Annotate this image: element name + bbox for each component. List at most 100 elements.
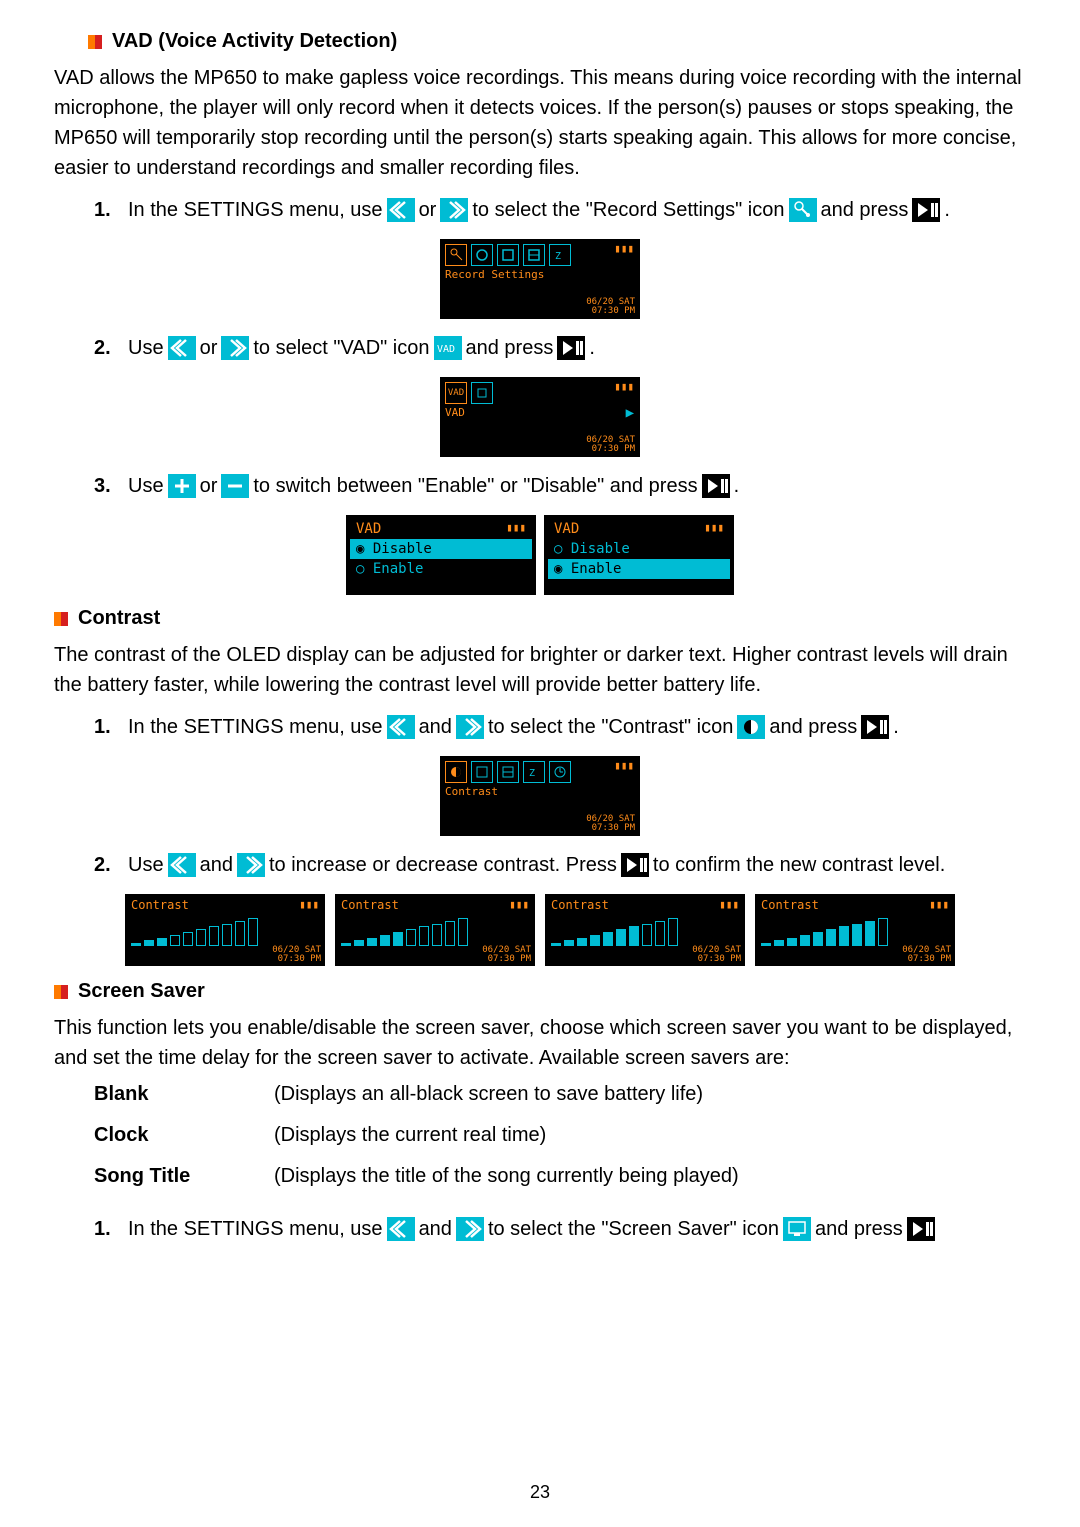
saver-heading-text: Screen Saver (78, 980, 205, 1003)
battery-icon: ▮▮▮ (614, 380, 634, 393)
next-icon (440, 198, 468, 222)
contrast-steps: 1. In the SETTINGS menu, use and to sele… (54, 710, 1026, 744)
vad-step-2: 2. Use or to select "VAD" icon VAD and p… (94, 331, 1026, 365)
saver-desc: (Displays the title of the song currentl… (274, 1165, 739, 1188)
bullet-icon (54, 612, 68, 626)
contrast-step-2: 2. Use and to increase or decrease contr… (94, 848, 1026, 882)
oled-label: Contrast (445, 785, 635, 798)
text: or (200, 331, 218, 365)
contrast-steps-2: 2. Use and to increase or decrease contr… (54, 848, 1026, 882)
oled-contrast: ▮▮▮ Z Contrast 06/20 SAT07:30 PM (440, 756, 640, 836)
saver-options-list: Blank(Displays an all-black screen to sa… (54, 1083, 1026, 1188)
text: to confirm the new contrast level. (653, 848, 945, 882)
text: Use (128, 331, 164, 365)
saver-step-1: 1. In the SETTINGS menu, use and to sele… (94, 1212, 1026, 1246)
text: In the SETTINGS menu, use (128, 710, 383, 744)
text: to select the "Record Settings" icon (472, 193, 784, 227)
text: to increase or decrease contrast. Press (269, 848, 617, 882)
play-pause-icon (557, 336, 585, 360)
saver-row: Clock(Displays the current real time) (94, 1124, 1026, 1147)
saver-name: Clock (94, 1124, 274, 1147)
vad-step-1: 1. In the SETTINGS menu, use or to selec… (94, 193, 1026, 227)
saver-intro: This function lets you enable/disable th… (54, 1013, 1026, 1073)
screen-saver-icon (783, 1217, 811, 1241)
text: and press (466, 331, 554, 365)
contrast-step-1: 1. In the SETTINGS menu, use and to sele… (94, 710, 1026, 744)
vad-step-3: 3. Use or to switch between "Enable" or … (94, 469, 1026, 503)
svg-text:Z: Z (529, 768, 535, 779)
battery-icon: ▮▮▮ (614, 759, 634, 772)
vad-screen-1-row: ▮▮▮ Z Record Settings 06/20 SAT07:30 PM (54, 239, 1026, 319)
play-pause-icon (702, 474, 730, 498)
oled-vad: ▮▮▮ VAD VAD 06/20 SAT07:30 PM ▶ (440, 377, 640, 457)
saver-desc: (Displays an all-black screen to save ba… (274, 1083, 703, 1106)
oled-label: VAD (445, 406, 635, 419)
text: to select the "Screen Saver" icon (488, 1212, 779, 1246)
play-pause-icon (621, 853, 649, 877)
prev-icon (387, 715, 415, 739)
saver-row: Song Title(Displays the title of the son… (94, 1165, 1026, 1188)
saver-name: Blank (94, 1083, 274, 1106)
vad-option-row: VAD▮▮▮ ◉ Disable ○ Enable VAD▮▮▮ ○ Disab… (54, 515, 1026, 595)
text: . (589, 331, 595, 365)
prev-icon (168, 853, 196, 877)
vad-heading-text: VAD (Voice Activity Detection) (112, 30, 397, 53)
text: and press (821, 193, 909, 227)
play-pause-icon (907, 1217, 935, 1241)
step-number: 3. (94, 469, 120, 503)
vad-option-enable: VAD▮▮▮ ○ Disable ◉ Enable (544, 515, 734, 595)
saver-desc: (Displays the current real time) (274, 1124, 546, 1147)
step-number: 2. (94, 848, 120, 882)
text: Use (128, 469, 164, 503)
saver-heading: Screen Saver (54, 980, 1026, 1003)
text: or (419, 193, 437, 227)
svg-text:Z: Z (555, 251, 561, 262)
next-icon (456, 715, 484, 739)
svg-text:VAD: VAD (437, 344, 455, 355)
record-settings-icon (789, 198, 817, 222)
saver-steps: 1. In the SETTINGS menu, use and to sele… (54, 1212, 1026, 1246)
next-icon (456, 1217, 484, 1241)
page-number: 23 (0, 1482, 1080, 1503)
contrast-level-box: Contrast▮▮▮06/20 SAT07:30 PM (125, 894, 325, 966)
text: and (200, 848, 233, 882)
vad-screen-2-row: ▮▮▮ VAD VAD 06/20 SAT07:30 PM ▶ (54, 377, 1026, 457)
vad-option-disable: VAD▮▮▮ ◉ Disable ○ Enable (346, 515, 536, 595)
text: . (893, 710, 899, 744)
saver-row: Blank(Displays an all-black screen to sa… (94, 1083, 1026, 1106)
vad-heading: VAD (Voice Activity Detection) (88, 30, 1026, 53)
contrast-levels-row: Contrast▮▮▮06/20 SAT07:30 PMContrast▮▮▮0… (54, 894, 1026, 966)
play-pause-icon (861, 715, 889, 739)
text: to switch between "Enable" or "Disable" … (253, 469, 697, 503)
contrast-heading-text: Contrast (78, 607, 160, 630)
vad-steps: 1. In the SETTINGS menu, use or to selec… (54, 193, 1026, 227)
text: and (419, 1212, 452, 1246)
vad-intro: VAD allows the MP650 to make gapless voi… (54, 63, 1026, 183)
bullet-icon (54, 985, 68, 999)
text: to select "VAD" icon (253, 331, 429, 365)
step-number: 1. (94, 1212, 120, 1246)
text: and press (815, 1212, 903, 1246)
battery-icon: ▮▮▮ (614, 242, 634, 255)
contrast-icon (737, 715, 765, 739)
contrast-intro: The contrast of the OLED display can be … (54, 640, 1026, 700)
text: In the SETTINGS menu, use (128, 193, 383, 227)
plus-icon (168, 474, 196, 498)
text: . (734, 469, 740, 503)
text: or (200, 469, 218, 503)
prev-icon (387, 1217, 415, 1241)
play-pause-icon (912, 198, 940, 222)
text: to select the "Contrast" icon (488, 710, 733, 744)
contrast-level-box: Contrast▮▮▮06/20 SAT07:30 PM (755, 894, 955, 966)
text: Use (128, 848, 164, 882)
prev-icon (387, 198, 415, 222)
prev-icon (168, 336, 196, 360)
minus-icon (221, 474, 249, 498)
contrast-heading: Contrast (54, 607, 1026, 630)
step-number: 1. (94, 193, 120, 227)
next-icon (221, 336, 249, 360)
vad-steps-3: 3. Use or to switch between "Enable" or … (54, 469, 1026, 503)
oled-label: Record Settings (445, 268, 635, 281)
contrast-level-box: Contrast▮▮▮06/20 SAT07:30 PM (545, 894, 745, 966)
vad-steps-2: 2. Use or to select "VAD" icon VAD and p… (54, 331, 1026, 365)
